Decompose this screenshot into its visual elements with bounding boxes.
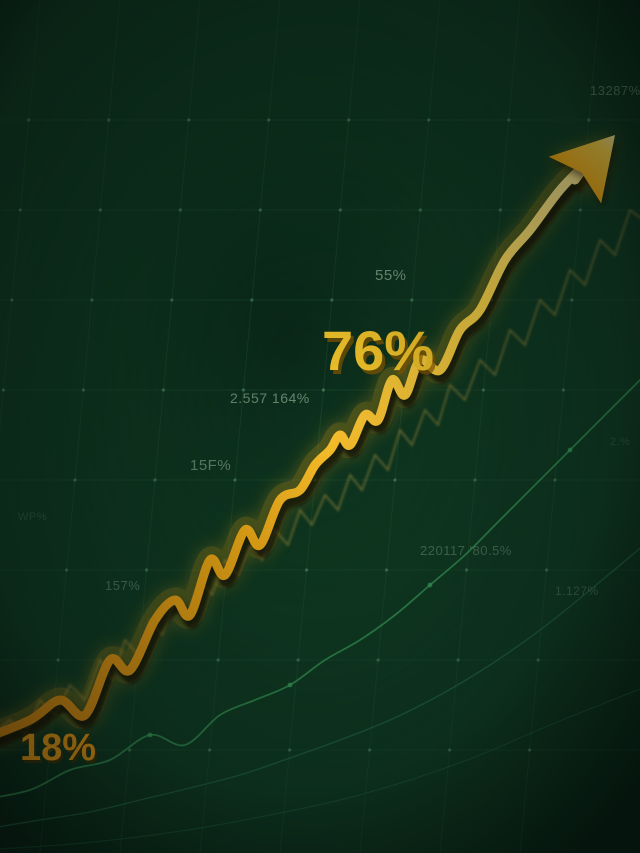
chart-canvas: 13287%55%2.557 164%15F%157%WP%220117 '80… <box>0 0 640 853</box>
vignette <box>0 0 640 853</box>
growth-chart: 13287%55%2.557 164%15F%157%WP%220117 '80… <box>0 0 640 853</box>
